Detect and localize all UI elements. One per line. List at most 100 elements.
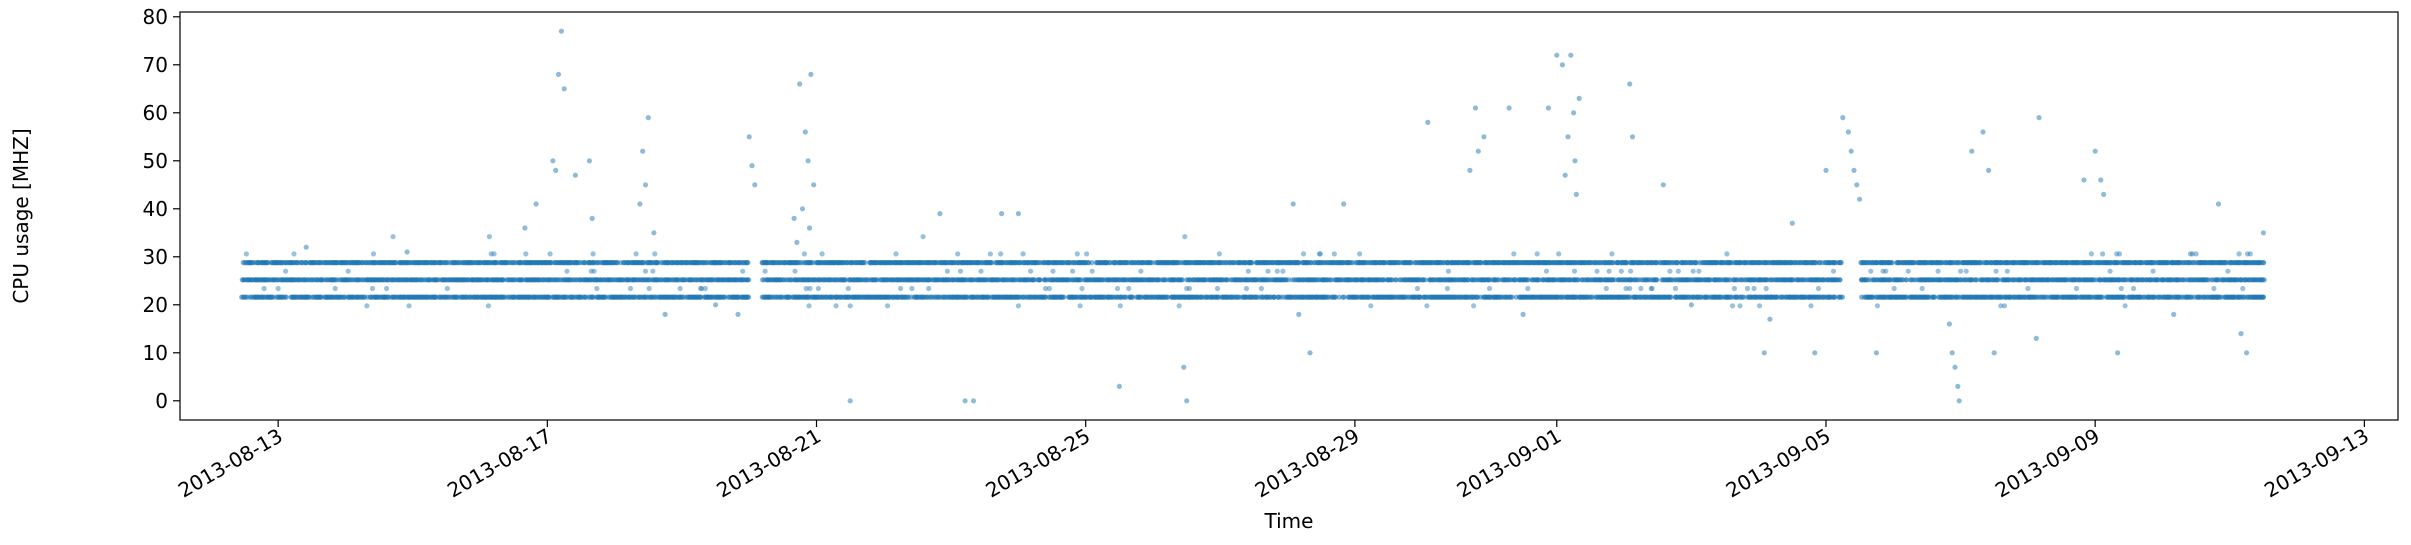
data-point-scatter xyxy=(1368,303,1374,309)
data-point-scatter xyxy=(1182,234,1188,240)
data-point-scatter xyxy=(1958,268,1964,274)
data-point-scatter xyxy=(792,268,798,274)
data-point-scatter xyxy=(652,251,658,257)
data-point-scatter xyxy=(2088,251,2094,257)
data-point-scatter xyxy=(1042,285,1049,292)
data-point-scatter xyxy=(369,285,376,292)
data-point-scatter xyxy=(2004,268,2010,274)
data-point-scatter xyxy=(1935,268,1941,274)
data-point-scatter xyxy=(1015,303,1022,309)
data-point-scatter xyxy=(1511,251,1517,257)
data-point-scatter xyxy=(1077,303,1083,309)
data-point-baseline xyxy=(1179,277,1185,283)
data-point-scatter xyxy=(1424,303,1430,309)
data-point-scatter xyxy=(1627,285,1633,292)
data-point-scatter xyxy=(1126,285,1132,292)
data-point-scatter xyxy=(698,285,704,292)
data-point-baseline xyxy=(1165,294,1171,300)
data-point-scatter xyxy=(1486,285,1493,292)
data-point-scatter xyxy=(486,234,492,240)
data-point-scatter xyxy=(642,268,649,274)
data-point-baseline xyxy=(862,260,868,266)
data-point-scatter xyxy=(283,268,289,274)
data-point-scatter xyxy=(588,268,594,274)
data-point-baseline xyxy=(1249,260,1255,266)
data-point-scatter xyxy=(1868,268,1874,274)
data-point-scatter xyxy=(833,303,839,309)
data-point-scatter xyxy=(1729,303,1736,309)
data-point-scatter xyxy=(1138,268,1144,274)
data-point-scatter xyxy=(485,303,491,309)
data-point-scatter xyxy=(803,285,809,292)
data-point-scatter xyxy=(2025,285,2031,292)
data-point-scatter xyxy=(909,285,915,292)
data-point-baseline xyxy=(745,260,751,266)
data-point-scatter xyxy=(1815,285,1822,292)
data-point-scatter xyxy=(444,285,450,292)
data-point-scatter xyxy=(1751,285,1757,292)
data-point-scatter xyxy=(1084,251,1090,257)
data-point-scatter xyxy=(1874,303,1880,309)
data-point-scatter xyxy=(1089,268,1095,274)
data-point-scatter xyxy=(1675,268,1681,274)
data-point-scatter xyxy=(987,251,994,257)
data-point-scatter xyxy=(650,268,656,274)
data-point-scatter xyxy=(1724,251,1730,257)
data-point-scatter xyxy=(762,268,768,274)
data-point-scatter xyxy=(1020,251,1026,257)
data-point-scatter xyxy=(1534,251,1540,257)
data-point-scatter xyxy=(1070,268,1076,274)
data-point-scatter xyxy=(491,251,497,257)
data-point-scatter xyxy=(1763,285,1769,292)
data-point-baseline xyxy=(989,260,995,266)
data-point-scatter xyxy=(955,251,961,257)
data-point-scatter xyxy=(1628,268,1634,274)
data-point-baseline xyxy=(1654,277,1660,283)
data-point-scatter xyxy=(740,268,746,274)
data-point-baseline xyxy=(1839,294,1845,300)
data-point-scatter xyxy=(1046,285,1052,292)
data-point-baseline xyxy=(1837,277,1843,283)
data-point-scatter xyxy=(815,285,822,292)
data-point-scatter xyxy=(1919,285,1925,292)
data-point-scatter xyxy=(978,268,984,274)
data-point-scatter xyxy=(1606,268,1612,274)
data-point-scatter xyxy=(920,234,926,240)
data-point-scatter xyxy=(1216,251,1222,257)
data-point-baseline xyxy=(1838,260,1844,266)
data-point-scatter xyxy=(364,303,370,309)
data-point-scatter xyxy=(845,285,851,292)
data-point-scatter xyxy=(2100,251,2106,257)
data-point-scatter xyxy=(1905,268,1911,274)
data-point-baseline xyxy=(746,277,752,283)
data-point-scatter xyxy=(1744,285,1751,292)
data-point-scatter xyxy=(1331,251,1337,257)
data-point-scatter xyxy=(1594,268,1600,274)
data-point-scatter xyxy=(2001,303,2008,309)
data-point-scatter xyxy=(384,285,390,292)
data-point-scatter xyxy=(1079,285,1085,292)
data-point-scatter xyxy=(1737,303,1743,309)
data-point-scatter xyxy=(2073,285,2080,292)
data-point-scatter xyxy=(944,268,951,274)
data-point-scatter xyxy=(1114,285,1121,292)
data-point-scatter xyxy=(1317,251,1323,257)
data-point-scatter xyxy=(801,251,808,257)
data-point-scatter xyxy=(591,268,597,274)
data-point-scatter xyxy=(1300,251,1307,257)
data-point-scatter xyxy=(893,251,899,257)
data-point-scatter xyxy=(1690,268,1696,274)
data-point-scatter xyxy=(243,251,249,257)
data-point-scatter xyxy=(1525,285,1531,292)
data-point-scatter xyxy=(1603,285,1609,292)
data-point-scatter xyxy=(1757,303,1763,309)
data-point-scatter xyxy=(390,234,396,240)
data-point-scatter xyxy=(677,285,683,292)
data-point-scatter xyxy=(370,251,377,257)
data-point-baseline xyxy=(318,294,324,300)
data-point-scatter xyxy=(1471,303,1477,309)
data-point-scatter xyxy=(1274,268,1280,274)
data-point-scatter xyxy=(332,285,338,292)
data-point-scatter xyxy=(1184,285,1190,292)
data-point-baseline xyxy=(1089,260,1095,266)
